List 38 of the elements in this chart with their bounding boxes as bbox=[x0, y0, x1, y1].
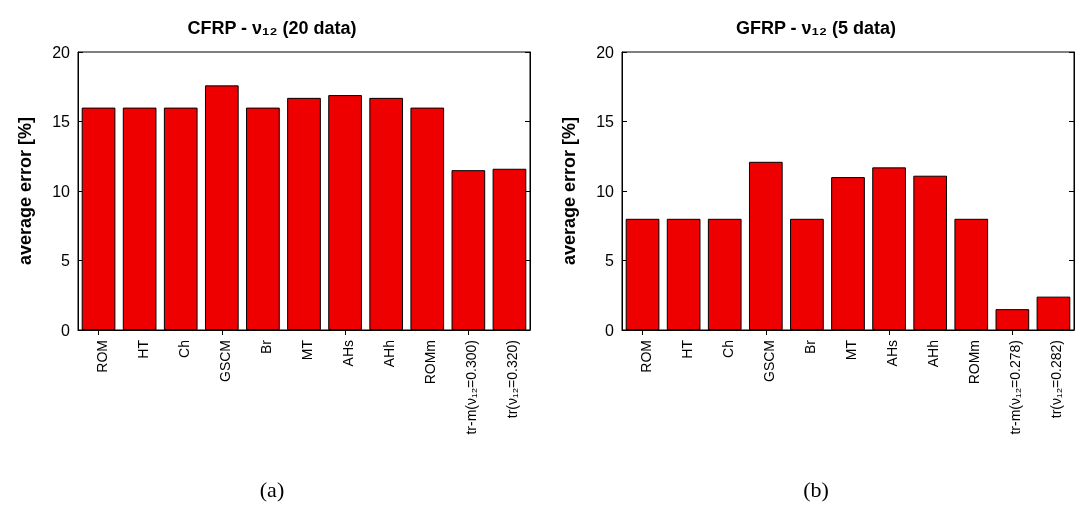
x-tick-label: Br bbox=[257, 339, 274, 354]
x-tick-label: Br bbox=[801, 339, 818, 354]
x-tick-label: tr(ν₁₂=0.320) bbox=[504, 340, 521, 419]
y-tick-label: 5 bbox=[61, 252, 71, 269]
x-tick-label: GSCM bbox=[760, 340, 777, 382]
x-tick-label: tr(ν₁₂=0.282) bbox=[1048, 340, 1065, 419]
x-tick-label: HT bbox=[678, 339, 695, 359]
y-tick-label: 15 bbox=[596, 113, 615, 130]
x-tick-label: Ch bbox=[175, 340, 192, 358]
y-tick-label: 5 bbox=[605, 252, 615, 269]
x-tick-label: AHh bbox=[925, 340, 942, 368]
x-tick-label: tr-m(ν₁₂=0.278) bbox=[1007, 340, 1024, 435]
x-tick-label: MT bbox=[843, 339, 859, 361]
x-tick-label: HT bbox=[134, 339, 151, 359]
x-tick-label: AHh bbox=[381, 340, 398, 368]
x-tick-label: Ch bbox=[719, 340, 736, 358]
x-tick-label: ROMm bbox=[422, 340, 439, 385]
y-tick-label: 0 bbox=[61, 321, 71, 339]
y-tick-label: 10 bbox=[596, 182, 615, 200]
y-axis-title: average error [%] bbox=[559, 116, 579, 266]
x-tick-label: ROMm bbox=[966, 340, 983, 385]
x-tick-label: ROM bbox=[93, 340, 110, 373]
y-axis-title: average error [%] bbox=[15, 116, 35, 266]
x-tick-label: AHs bbox=[340, 340, 357, 367]
y-tick-label: 15 bbox=[52, 113, 71, 130]
text: (b) bbox=[803, 476, 829, 502]
chart-title: CFRP - ν₁₂ (20 data) bbox=[187, 18, 357, 38]
x-tick-label: tr-m(ν₁₂=0.300) bbox=[463, 340, 480, 435]
y-tick-label: 20 bbox=[596, 43, 615, 61]
x-tick-label: ROM bbox=[637, 340, 654, 373]
x-tick-label: AHs bbox=[884, 340, 901, 367]
x-tick-label: MT bbox=[299, 339, 315, 361]
y-tick-label: 0 bbox=[605, 321, 615, 339]
chart-title: GFRP - ν₁₂ (5 data) bbox=[735, 18, 897, 38]
y-tick-label: 20 bbox=[52, 43, 71, 61]
text: (a) bbox=[259, 476, 285, 502]
y-tick-label: 10 bbox=[52, 182, 71, 200]
x-tick-label: GSCM bbox=[216, 340, 233, 382]
